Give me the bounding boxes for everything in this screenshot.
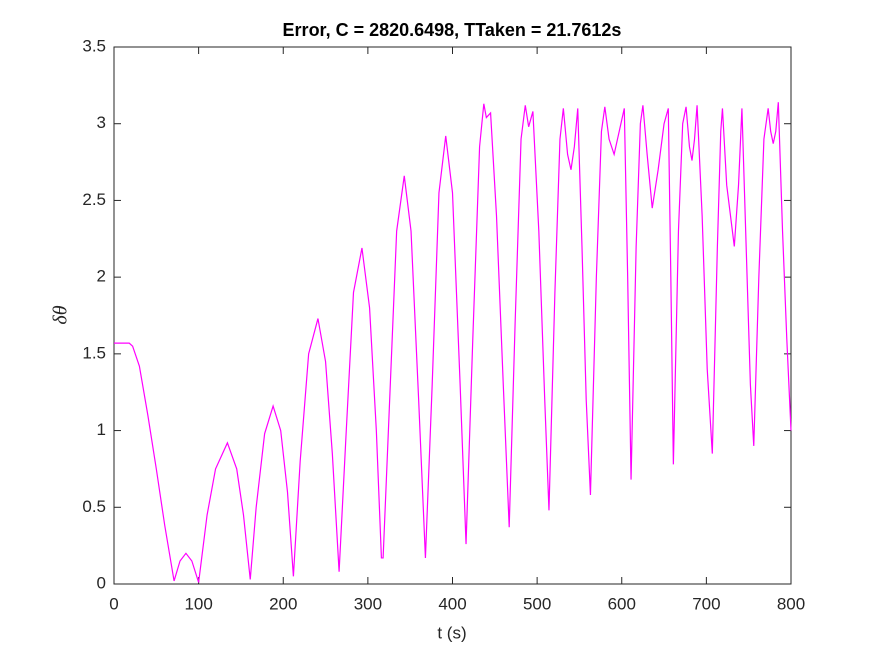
y-tick-label: 3.5 [82, 36, 106, 55]
x-tick-label: 700 [692, 594, 720, 613]
y-tick-label: 2 [97, 267, 106, 286]
data-line [114, 102, 792, 583]
y-axis-label: δθ [50, 305, 72, 324]
x-axis-label: t (s) [437, 623, 466, 642]
x-tick-label: 200 [269, 594, 297, 613]
x-tick-label: 800 [777, 594, 805, 613]
x-tick-label: 0 [109, 594, 118, 613]
chart-title: Error, C = 2820.6498, TTaken = 21.7612s [283, 20, 622, 40]
y-tick-label: 1.5 [82, 343, 106, 362]
y-tick-label: 2.5 [82, 190, 106, 209]
x-tick-label: 100 [184, 594, 212, 613]
y-tick-label: 0.5 [82, 497, 106, 516]
axes-box [113, 46, 792, 585]
y-tick-label: 0 [97, 573, 106, 592]
y-tick-label: 3 [97, 113, 106, 132]
x-tick-label: 300 [354, 594, 382, 613]
x-tick-label: 600 [608, 594, 636, 613]
y-tick-label: 1 [97, 420, 106, 439]
x-tick-label: 400 [438, 594, 466, 613]
x-tick-label: 500 [523, 594, 551, 613]
